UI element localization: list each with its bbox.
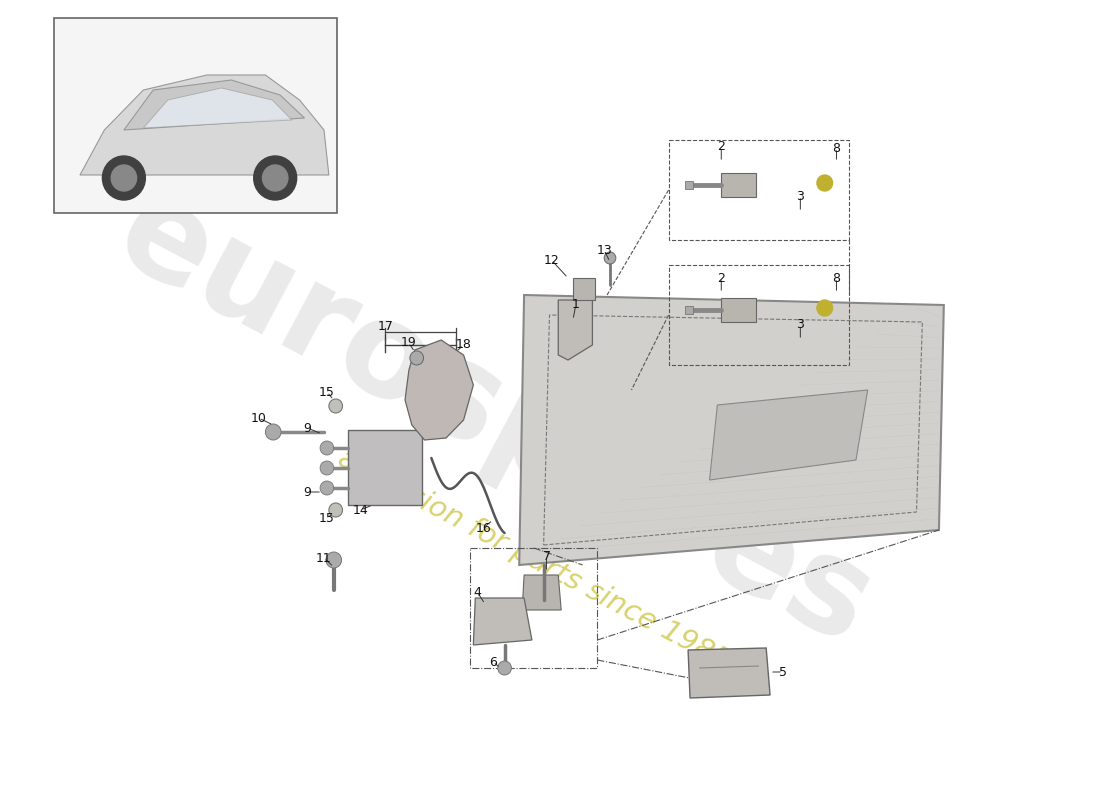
Bar [54, 18, 337, 213]
Circle shape [329, 399, 342, 413]
Text: 4: 4 [473, 586, 481, 598]
Circle shape [817, 175, 833, 191]
Text: 14: 14 [352, 503, 368, 517]
Text: 8: 8 [833, 271, 840, 285]
Bar [722, 173, 757, 197]
Text: 9: 9 [304, 422, 311, 434]
Bar [349, 430, 421, 505]
Circle shape [604, 252, 616, 264]
Text: 9: 9 [304, 486, 311, 498]
Polygon shape [519, 295, 944, 565]
Text: 15: 15 [319, 511, 334, 525]
Text: 18: 18 [455, 338, 472, 351]
Bar [685, 306, 693, 314]
Circle shape [102, 156, 145, 200]
Text: 11: 11 [316, 551, 332, 565]
Polygon shape [124, 80, 305, 130]
Polygon shape [405, 340, 473, 440]
Circle shape [320, 481, 333, 495]
Text: 12: 12 [543, 254, 559, 266]
Circle shape [329, 503, 342, 517]
Bar [722, 298, 757, 322]
Bar [669, 140, 849, 240]
Bar [669, 265, 849, 365]
Text: 13: 13 [596, 243, 612, 257]
Text: eurospares: eurospares [97, 168, 893, 672]
Circle shape [320, 441, 333, 455]
Text: 15: 15 [319, 386, 334, 398]
Bar [685, 181, 693, 189]
Circle shape [263, 165, 288, 191]
Text: 10: 10 [251, 411, 266, 425]
Text: 2: 2 [717, 271, 725, 285]
Circle shape [817, 300, 833, 316]
Polygon shape [573, 278, 595, 300]
Text: 8: 8 [833, 142, 840, 154]
Text: 16: 16 [475, 522, 491, 534]
Bar [471, 548, 597, 668]
Circle shape [497, 661, 512, 675]
Text: 3: 3 [796, 190, 804, 202]
Circle shape [320, 461, 333, 475]
Circle shape [410, 351, 424, 365]
Circle shape [111, 165, 136, 191]
Text: 1: 1 [572, 298, 580, 311]
Text: 6: 6 [488, 655, 497, 669]
Circle shape [265, 424, 280, 440]
Text: 17: 17 [377, 319, 394, 333]
Text: 2: 2 [717, 141, 725, 154]
Text: 3: 3 [796, 318, 804, 331]
Text: 19: 19 [402, 337, 417, 350]
Text: a passion for parts since 1985: a passion for parts since 1985 [333, 444, 735, 676]
Polygon shape [710, 390, 868, 480]
Text: 7: 7 [542, 550, 550, 563]
Polygon shape [143, 88, 292, 128]
Polygon shape [689, 648, 770, 698]
Polygon shape [473, 598, 532, 645]
Polygon shape [80, 75, 329, 175]
Polygon shape [522, 575, 561, 610]
Polygon shape [559, 300, 593, 360]
Circle shape [254, 156, 297, 200]
Circle shape [326, 552, 342, 568]
Text: 5: 5 [779, 666, 786, 678]
